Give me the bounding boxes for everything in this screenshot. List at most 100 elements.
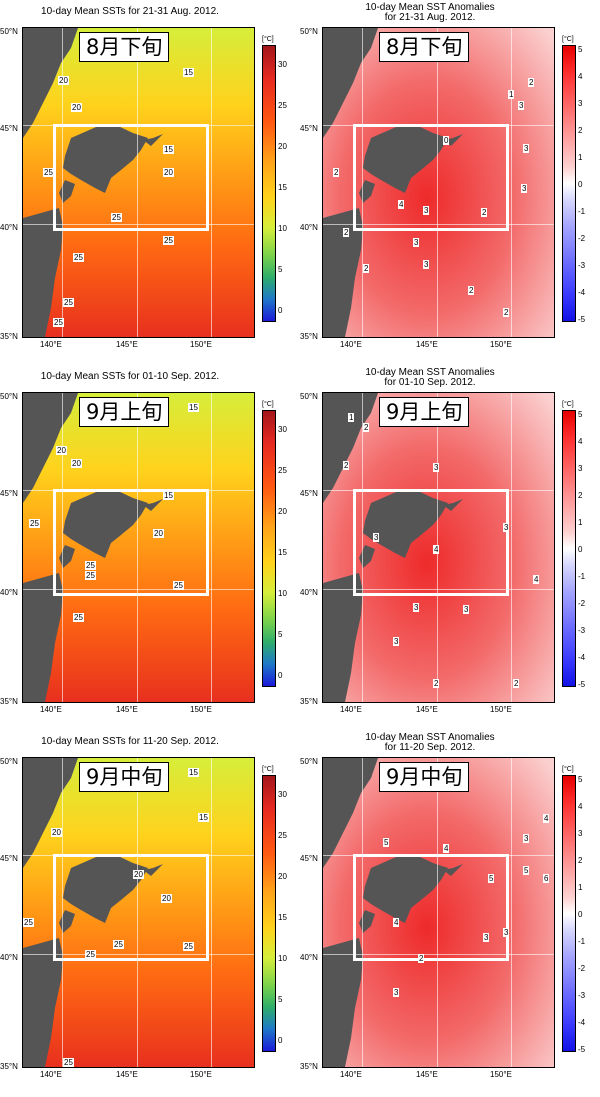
latitude-label: 40°N (300, 223, 318, 232)
land-mass (323, 393, 463, 702)
longitude-label: 140°E (340, 705, 362, 714)
longitude-label: 140°E (340, 340, 362, 349)
colorbar-tick-label: 15 (278, 913, 287, 922)
contour-label: 2 (433, 679, 440, 688)
focus-region-box (53, 854, 209, 961)
latitude-label: 35°N (0, 697, 18, 706)
longitude-label: 150°E (490, 1070, 512, 1079)
contour-label: 25 (63, 1058, 74, 1067)
contour-label: 2 (513, 679, 520, 688)
colorbar-tick-label: 15 (278, 548, 287, 557)
longitude-gridline (137, 28, 138, 337)
panel-subtitle: for 11-20 Sep. 2012. (384, 742, 476, 753)
longitude-gridline (211, 393, 212, 702)
period-label: 9月上旬 (79, 397, 170, 427)
longitude-gridline (362, 758, 363, 1067)
longitude-label: 145°E (116, 705, 138, 714)
anomaly-field (323, 758, 554, 1067)
contour-label: 15 (188, 768, 199, 777)
longitude-gridline (62, 393, 63, 702)
colorbar-tick-label: 1 (578, 883, 583, 892)
contour-label: 3 (503, 523, 510, 532)
contour-label: 3 (521, 184, 528, 193)
colorbar (562, 410, 576, 687)
contour-label: 3 (393, 988, 400, 997)
contour-label: 5 (488, 874, 495, 883)
contour-label: 6 (543, 874, 550, 883)
colorbar-tick-label: -5 (578, 1045, 586, 1054)
colorbar-tick-label: 3 (578, 464, 583, 473)
contour-label: 20 (58, 76, 69, 85)
contour-label: 20 (161, 894, 172, 903)
colorbar-tick-label: 1 (578, 153, 583, 162)
latitude-gridline (23, 589, 254, 590)
latitude-label: 35°N (300, 697, 318, 706)
contour-label: 25 (113, 940, 124, 949)
colorbar (562, 45, 576, 322)
latitude-label: 40°N (0, 223, 18, 232)
colorbar-tick-label: -1 (578, 572, 586, 581)
latitude-label: 35°N (0, 1062, 18, 1071)
colorbar-unit: [°C] (262, 401, 274, 408)
longitude-label: 150°E (490, 705, 512, 714)
map-area: 9月中旬 4 3 5 4 5 6 5 4 3 3 2 3 (322, 757, 555, 1068)
colorbar (262, 45, 276, 322)
longitude-label: 150°E (490, 340, 512, 349)
latitude-gridline (323, 224, 554, 225)
colorbar-tick-label: -3 (578, 991, 586, 1000)
colorbar-tick-label: 5 (578, 410, 583, 419)
contour-label: 20 (71, 103, 82, 112)
contour-label: 25 (63, 298, 74, 307)
colorbar-tick-label: 25 (278, 831, 287, 840)
longitude-label: 150°E (190, 1070, 212, 1079)
colorbar-tick-label: 4 (578, 802, 583, 811)
panel-title: 10-day Mean SST Anomalies (365, 367, 495, 378)
latitude-gridline (23, 224, 254, 225)
colorbar-tick-label: 10 (278, 589, 287, 598)
longitude-gridline (137, 393, 138, 702)
colorbar-tick-label: 5 (278, 265, 283, 274)
latitude-gridline (323, 589, 554, 590)
longitude-label: 150°E (190, 340, 212, 349)
contour-label: 3 (523, 834, 530, 843)
latitude-label: 45°N (300, 854, 318, 863)
land-mass (23, 393, 163, 702)
colorbar-tick-label: 5 (278, 995, 283, 1004)
latitude-label: 40°N (0, 953, 18, 962)
contour-label: 3 (523, 144, 530, 153)
colorbar (562, 775, 576, 1052)
colorbar-tick-label: 2 (578, 491, 583, 500)
longitude-gridline (137, 758, 138, 1067)
panel-title: 10-day Mean SSTs for 11-20 Sep. 2012. (41, 736, 219, 747)
colorbar-unit: [°C] (562, 401, 574, 408)
panel-title: 10-day Mean SSTs for 01-10 Sep. 2012. (40, 371, 220, 382)
panel-title: 10-day Mean SST Anomalies (365, 732, 495, 743)
contour-label: 25 (29, 519, 40, 528)
latitude-label: 50°N (300, 392, 318, 401)
contour-label: 2 (343, 461, 350, 470)
colorbar-tick-label: 0 (278, 1036, 283, 1045)
latitude-label: 50°N (0, 757, 18, 766)
colorbar-tick-label: 2 (578, 856, 583, 865)
latitude-gridline (23, 954, 254, 955)
longitude-label: 145°E (416, 1070, 438, 1079)
latitude-label: 35°N (300, 332, 318, 341)
colorbar-tick-label: -3 (578, 261, 586, 270)
colorbar-tick-label: 2 (578, 126, 583, 135)
latitude-label: 50°N (300, 757, 318, 766)
contour-label: 25 (23, 918, 34, 927)
colorbar-tick-label: 25 (278, 101, 287, 110)
sst-panel: 10-day Mean SSTs for 11-20 Sep. 2012. 9月… (0, 730, 300, 1095)
contour-label: 4 (543, 814, 550, 823)
contour-label: 3 (463, 605, 470, 614)
contour-label: 20 (133, 870, 144, 879)
contour-label: 5 (383, 838, 390, 847)
colorbar-tick-label: 20 (278, 507, 287, 516)
colorbar-tick-label: 0 (578, 910, 583, 919)
contour-label: 3 (373, 533, 380, 542)
latitude-label: 50°N (0, 27, 18, 36)
contour-label: 20 (71, 459, 82, 468)
longitude-label: 145°E (416, 340, 438, 349)
contour-label: 3 (423, 206, 430, 215)
map-area: 8月下旬 15 20 20 15 20 25 25 25 25 25 25 (22, 27, 255, 338)
